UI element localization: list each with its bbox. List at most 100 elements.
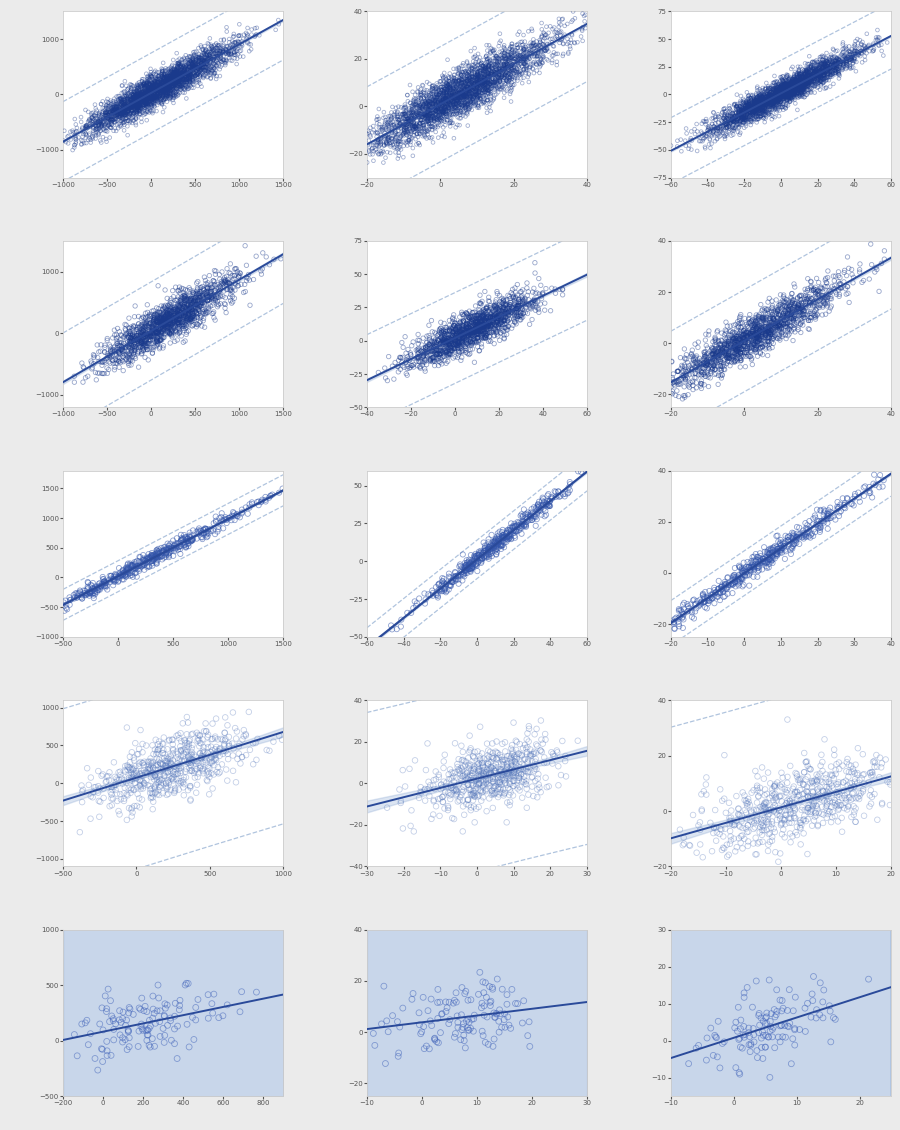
- Point: [405, 98, 419, 116]
- Point: [145, 78, 159, 96]
- Point: [485, 92, 500, 110]
- Point: [734, 105, 749, 123]
- Point: [480, 540, 494, 558]
- Point: [503, 524, 517, 542]
- Point: [483, 102, 498, 120]
- Point: [117, 106, 131, 124]
- Point: [259, 741, 274, 759]
- Point: [804, 66, 818, 84]
- Point: [451, 80, 465, 98]
- Point: [478, 323, 492, 341]
- Point: [192, 63, 206, 81]
- Point: [720, 106, 734, 124]
- Point: [742, 310, 756, 328]
- Point: [408, 751, 422, 770]
- Point: [762, 86, 777, 104]
- Point: [216, 36, 230, 54]
- Point: [801, 69, 815, 87]
- Point: [425, 121, 439, 139]
- Point: [175, 64, 189, 82]
- Point: [844, 495, 859, 513]
- Point: [458, 82, 473, 101]
- Point: [812, 73, 826, 92]
- Point: [501, 298, 516, 316]
- Point: [172, 315, 186, 333]
- Point: [113, 92, 128, 110]
- Point: [469, 61, 483, 79]
- Point: [133, 97, 148, 115]
- Point: [752, 320, 767, 338]
- Point: [205, 287, 220, 305]
- Point: [163, 325, 177, 344]
- Point: [500, 60, 515, 78]
- Point: [764, 328, 778, 346]
- Point: [495, 60, 509, 78]
- Point: [142, 334, 157, 353]
- Point: [390, 132, 404, 150]
- Point: [120, 1041, 134, 1059]
- Point: [505, 73, 519, 92]
- Point: [108, 108, 122, 127]
- Point: [72, 584, 86, 602]
- Point: [202, 49, 217, 67]
- Point: [733, 112, 747, 130]
- Point: [198, 302, 212, 320]
- Point: [784, 70, 798, 88]
- Point: [498, 784, 512, 802]
- Point: [207, 64, 221, 82]
- Point: [787, 67, 801, 85]
- Point: [145, 89, 159, 107]
- Point: [144, 79, 158, 97]
- Point: [177, 62, 192, 80]
- Point: [146, 800, 160, 818]
- Point: [465, 72, 480, 90]
- Point: [499, 56, 513, 75]
- Point: [464, 781, 478, 799]
- Point: [420, 122, 435, 140]
- Point: [103, 111, 117, 129]
- Point: [422, 101, 436, 119]
- Point: [139, 337, 153, 355]
- Point: [736, 113, 751, 131]
- Point: [820, 60, 834, 78]
- Point: [203, 47, 218, 66]
- Point: [440, 999, 454, 1017]
- Point: [868, 476, 883, 494]
- Point: [153, 311, 167, 329]
- Point: [436, 69, 450, 87]
- Point: [93, 793, 107, 811]
- Point: [175, 51, 189, 69]
- Point: [379, 136, 393, 154]
- Point: [392, 116, 407, 134]
- Point: [752, 80, 767, 98]
- Point: [417, 116, 431, 134]
- Point: [157, 312, 171, 330]
- Point: [435, 323, 449, 341]
- Point: [791, 89, 806, 107]
- Point: [796, 76, 811, 94]
- Point: [798, 771, 813, 789]
- Point: [772, 89, 787, 107]
- Point: [748, 96, 762, 114]
- Point: [437, 332, 452, 350]
- Point: [777, 88, 791, 106]
- Point: [748, 325, 762, 344]
- Point: [798, 71, 813, 89]
- Point: [515, 789, 529, 807]
- Point: [254, 493, 268, 511]
- Point: [220, 23, 234, 41]
- Point: [396, 127, 410, 145]
- Point: [216, 51, 230, 69]
- Point: [853, 42, 868, 60]
- Point: [726, 332, 741, 350]
- Point: [118, 350, 132, 368]
- Point: [444, 84, 458, 102]
- Point: [778, 82, 793, 101]
- Point: [774, 82, 788, 101]
- Point: [428, 108, 442, 127]
- Point: [135, 90, 149, 108]
- Point: [731, 349, 745, 367]
- Point: [217, 741, 231, 759]
- Point: [113, 108, 128, 127]
- Point: [836, 55, 850, 73]
